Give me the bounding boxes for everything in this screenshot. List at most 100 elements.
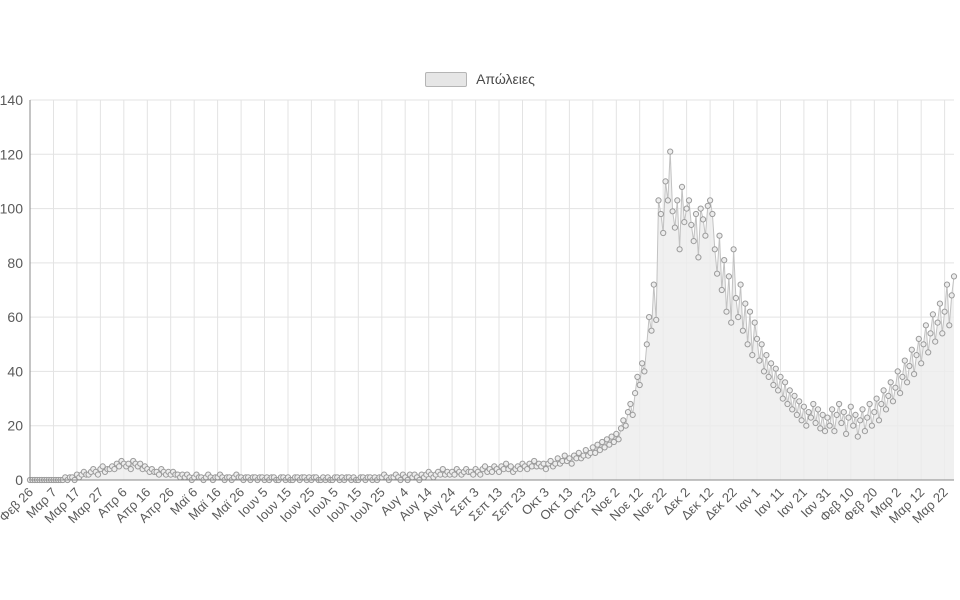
data-point-marker bbox=[833, 411, 840, 418]
data-point-marker bbox=[608, 433, 615, 440]
data-point-marker bbox=[772, 365, 779, 372]
data-point-marker bbox=[685, 197, 693, 204]
data-point-marker bbox=[650, 281, 657, 288]
data-point-marker bbox=[660, 229, 667, 237]
data-point-marker bbox=[814, 406, 822, 413]
data-point-marker bbox=[481, 463, 489, 470]
data-point-marker bbox=[517, 466, 524, 473]
data-point-marker bbox=[847, 403, 854, 410]
data-point-marker bbox=[821, 428, 829, 435]
data-point-marker bbox=[632, 390, 639, 397]
data-point-marker bbox=[901, 357, 908, 364]
data-point-marker bbox=[601, 444, 608, 451]
y-tick-label: 80 bbox=[7, 255, 23, 271]
data-point-marker bbox=[864, 414, 871, 421]
data-point-marker bbox=[542, 466, 550, 473]
data-point-marker bbox=[817, 425, 824, 432]
data-point-marker bbox=[582, 447, 589, 454]
data-point-marker bbox=[718, 286, 725, 294]
data-point-marker bbox=[751, 319, 758, 326]
data-point-marker bbox=[880, 387, 887, 394]
data-point-marker bbox=[857, 417, 864, 424]
data-point-marker bbox=[929, 311, 937, 318]
data-point-marker bbox=[617, 425, 625, 432]
data-point-marker bbox=[950, 273, 958, 280]
legend-label: Απώλειες bbox=[476, 71, 535, 87]
data-point-marker bbox=[721, 257, 728, 264]
data-point-marker bbox=[697, 205, 704, 212]
data-point-marker bbox=[770, 381, 777, 389]
data-point-marker bbox=[826, 422, 833, 429]
data-point-marker bbox=[925, 349, 932, 356]
data-point-marker bbox=[690, 238, 697, 245]
data-point-marker bbox=[786, 387, 793, 394]
data-point-marker bbox=[753, 335, 761, 342]
data-point-marker bbox=[692, 210, 700, 218]
data-point-marker bbox=[906, 362, 913, 370]
data-point-marker bbox=[812, 419, 819, 427]
data-point-marker bbox=[728, 319, 735, 326]
data-point-marker bbox=[875, 417, 883, 424]
data-point-marker bbox=[810, 400, 817, 408]
data-point-marker bbox=[920, 341, 927, 348]
data-point-marker bbox=[866, 400, 873, 408]
data-point-marker bbox=[800, 403, 808, 410]
data-point-marker bbox=[882, 406, 890, 413]
data-point-marker bbox=[676, 246, 683, 253]
data-point-marker bbox=[897, 390, 904, 397]
data-point-marker bbox=[850, 422, 857, 429]
data-point-marker bbox=[911, 371, 918, 378]
y-tick-label: 100 bbox=[0, 201, 23, 217]
y-tick-label: 20 bbox=[7, 418, 23, 434]
data-point-marker bbox=[639, 360, 646, 367]
data-point-marker bbox=[709, 210, 716, 218]
data-point-marker bbox=[620, 417, 627, 424]
data-point-marker bbox=[918, 360, 925, 367]
data-point-marker bbox=[716, 232, 723, 239]
data-point-marker bbox=[887, 379, 894, 386]
data-point-marker bbox=[763, 352, 770, 359]
data-point-marker bbox=[599, 438, 606, 446]
data-point-marker bbox=[908, 346, 915, 353]
data-point-marker bbox=[798, 417, 805, 424]
data-point-marker bbox=[735, 314, 742, 321]
data-point-marker bbox=[878, 400, 885, 408]
data-point-marker bbox=[137, 460, 144, 467]
data-point-marker bbox=[439, 466, 446, 473]
data-point-marker bbox=[634, 373, 641, 380]
data-point-marker bbox=[824, 414, 831, 421]
data-point-marker bbox=[831, 428, 838, 435]
data-point-marker bbox=[885, 392, 892, 399]
data-point-marker bbox=[451, 471, 458, 478]
data-point-marker bbox=[819, 411, 826, 418]
data-point-marker bbox=[913, 352, 920, 359]
data-point-marker bbox=[155, 471, 163, 478]
y-tick-label: 0 bbox=[15, 472, 23, 488]
data-point-marker bbox=[683, 205, 690, 212]
data-point-marker bbox=[495, 468, 503, 475]
data-point-marker bbox=[744, 341, 751, 348]
data-point-marker bbox=[688, 221, 695, 228]
data-point-marker bbox=[934, 319, 941, 326]
data-point-marker bbox=[547, 457, 554, 465]
data-point-marker bbox=[507, 463, 514, 470]
data-point-marker bbox=[627, 400, 634, 408]
data-point-marker bbox=[561, 452, 568, 459]
data-point-marker bbox=[646, 314, 653, 321]
data-point-marker bbox=[596, 447, 604, 454]
data-point-marker bbox=[829, 406, 836, 413]
legend: Απώλειες bbox=[0, 66, 960, 92]
data-point-marker bbox=[791, 392, 798, 399]
data-point-marker bbox=[936, 300, 944, 307]
data-point-marker bbox=[568, 460, 575, 467]
y-tick-label: 60 bbox=[7, 309, 23, 325]
data-point-marker bbox=[700, 216, 707, 223]
data-point-marker bbox=[732, 295, 740, 302]
data-point-marker bbox=[739, 327, 747, 334]
data-point-marker bbox=[477, 471, 484, 478]
data-point-marker bbox=[524, 466, 531, 473]
data-point-marker bbox=[760, 368, 768, 375]
data-point-marker bbox=[899, 373, 906, 380]
